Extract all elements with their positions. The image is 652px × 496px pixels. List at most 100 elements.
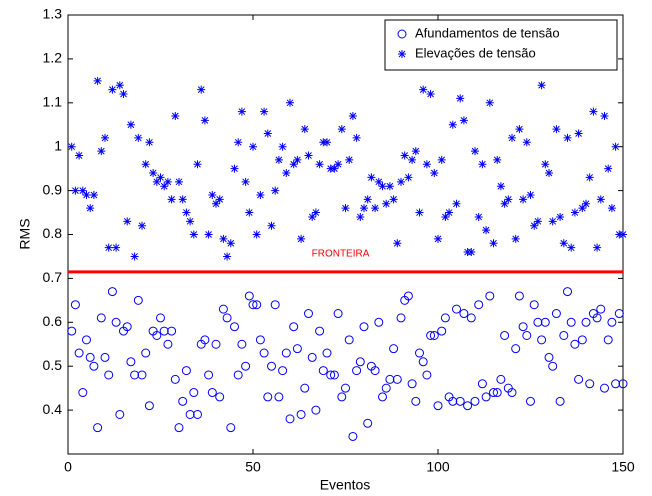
circle-marker [259, 348, 269, 358]
star-marker [545, 169, 553, 178]
star-marker [611, 142, 620, 151]
star-marker [89, 190, 98, 199]
circle-marker [355, 357, 365, 367]
star-marker [604, 164, 613, 173]
star-marker [334, 160, 343, 169]
circle-marker [333, 309, 343, 319]
star-marker [149, 169, 158, 178]
star-marker [75, 151, 84, 160]
star-marker [419, 85, 428, 94]
star-marker [171, 111, 180, 120]
star-marker [86, 204, 95, 213]
star-marker [426, 90, 435, 99]
star-marker [130, 252, 139, 261]
y-tick-label: 0.9 [43, 181, 63, 197]
star-marker [237, 107, 246, 116]
circle-marker [304, 309, 313, 319]
circle-marker [230, 322, 239, 332]
plot-area [67, 14, 624, 455]
star-marker [249, 142, 257, 151]
star-marker [445, 208, 454, 217]
circle-marker [540, 317, 550, 327]
circle-marker [437, 326, 447, 336]
circle-marker [422, 370, 432, 380]
star-marker [141, 160, 150, 169]
circle-marker [89, 361, 99, 371]
star-marker [241, 177, 250, 186]
star-marker [508, 133, 516, 142]
star-marker [548, 217, 557, 226]
circle-marker [267, 361, 276, 371]
circle-marker [574, 374, 584, 384]
circle-marker [159, 326, 169, 336]
star-marker [434, 234, 442, 243]
circle-marker [215, 392, 225, 402]
circle-marker [470, 396, 480, 406]
circle-marker [70, 300, 80, 310]
star-marker [430, 169, 439, 178]
circle-marker [211, 339, 221, 349]
star-marker [260, 107, 269, 116]
legend-marker [398, 50, 406, 58]
star-marker [593, 243, 602, 252]
circle-marker [296, 409, 306, 419]
circle-marker [370, 366, 380, 376]
circle-marker [285, 414, 295, 424]
circle-marker [292, 344, 302, 354]
star-marker [607, 204, 616, 213]
circle-marker [233, 370, 243, 380]
star-marker [574, 129, 583, 138]
star-marker [163, 177, 172, 186]
circle-marker [544, 352, 554, 362]
circle-marker [455, 396, 465, 406]
circle-marker [489, 388, 498, 398]
legend-label: Afundamentos de tensão [415, 25, 560, 40]
circle-marker [93, 423, 103, 433]
circle-marker [429, 330, 439, 340]
circle-marker [130, 370, 140, 380]
star-marker [245, 208, 254, 217]
y-tick-label: 0.7 [43, 269, 63, 285]
circle-marker [207, 388, 217, 398]
circle-marker [548, 361, 558, 371]
star-marker [493, 155, 502, 164]
star-marker [352, 133, 361, 142]
star-marker [530, 221, 539, 230]
star-marker [411, 147, 420, 156]
circle-marker [156, 313, 165, 323]
circle-marker [452, 304, 461, 314]
y-tick-label: 1 [54, 137, 62, 153]
circle-marker [481, 392, 491, 402]
circle-marker [518, 322, 528, 332]
star-marker [600, 111, 609, 120]
star-marker [189, 230, 198, 239]
y-tick-label: 0.5 [43, 357, 63, 373]
circle-marker [411, 396, 421, 406]
star-marker [511, 234, 520, 243]
star-marker [478, 160, 487, 169]
y-tick-label: 0.6 [43, 313, 63, 329]
legend-marker [397, 29, 407, 39]
circle-marker [529, 300, 539, 310]
star-marker [278, 142, 287, 151]
circle-marker [448, 396, 458, 406]
circle-marker [174, 423, 184, 433]
circle-marker [507, 388, 517, 398]
star-marker [167, 195, 176, 204]
star-marker [552, 125, 561, 134]
star-marker [289, 160, 298, 169]
star-marker [485, 98, 494, 107]
circle-marker [178, 396, 188, 406]
circle-marker [181, 366, 191, 376]
circle-marker [403, 291, 413, 301]
star-marker [541, 160, 550, 169]
circle-marker [255, 335, 265, 345]
star-marker [82, 190, 91, 199]
star-marker [252, 230, 261, 239]
circle-marker [389, 344, 399, 354]
circle-marker [352, 366, 362, 376]
star-marker [93, 76, 102, 85]
star-marker [282, 169, 291, 178]
circle-marker [96, 313, 106, 323]
star-marker [152, 177, 161, 186]
